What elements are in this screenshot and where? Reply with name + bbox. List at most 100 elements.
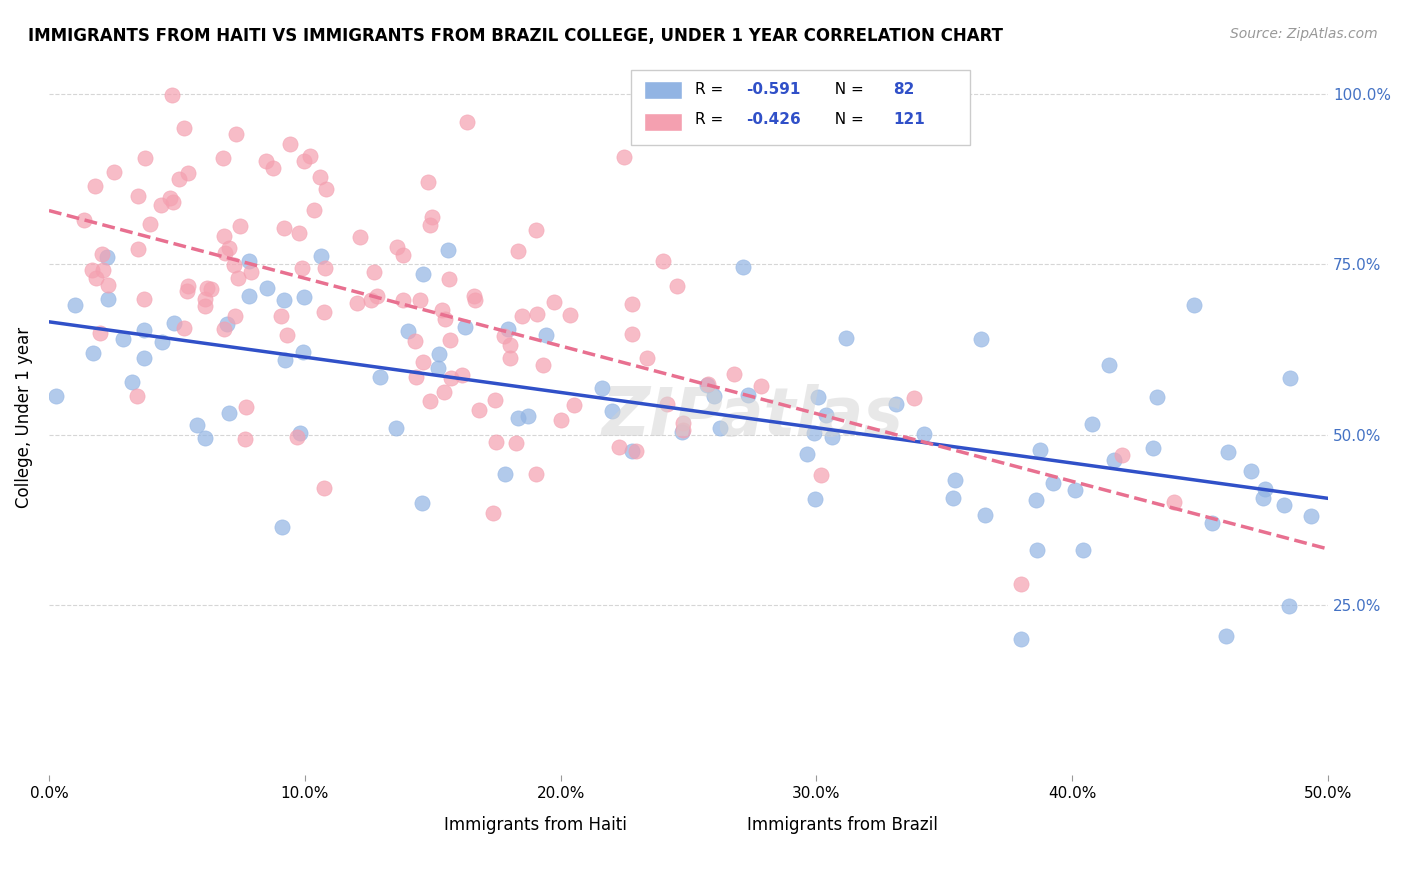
Point — [270, 310, 292, 324]
Text: IMMIGRANTS FROM HAITI VS IMMIGRANTS FROM BRAZIL COLLEGE, UNDER 1 YEAR CORRELATIO: IMMIGRANTS FROM HAITI VS IMMIGRANTS FROM… — [28, 27, 1002, 45]
Point — [607, 440, 630, 454]
Point — [194, 431, 217, 445]
Point — [274, 352, 297, 367]
Point — [83, 178, 105, 193]
Point — [1098, 358, 1121, 372]
Point — [238, 289, 260, 303]
Point — [1182, 298, 1205, 312]
Point — [262, 161, 284, 176]
Point — [751, 379, 773, 393]
Point — [134, 323, 156, 337]
Point — [368, 370, 391, 384]
Point — [385, 240, 408, 254]
Point — [224, 259, 246, 273]
Point — [430, 302, 453, 317]
Point — [212, 322, 235, 336]
Point — [298, 149, 321, 163]
Point — [134, 151, 156, 165]
Point — [224, 309, 246, 323]
Point — [621, 297, 644, 311]
Point — [550, 413, 572, 427]
Point — [163, 317, 186, 331]
Point — [672, 423, 695, 437]
Point — [427, 360, 450, 375]
Point — [499, 351, 522, 366]
Point — [499, 338, 522, 352]
Point — [309, 169, 332, 184]
Point — [440, 370, 463, 384]
Point — [419, 394, 441, 409]
Point — [886, 397, 908, 411]
Point — [315, 182, 337, 196]
Point — [214, 246, 236, 260]
Point — [160, 87, 183, 102]
Point — [484, 393, 506, 408]
Point — [1102, 453, 1125, 467]
Point — [235, 400, 257, 414]
Point — [835, 331, 858, 345]
Point — [254, 153, 277, 168]
Point — [512, 309, 534, 323]
Point — [665, 279, 688, 293]
Text: Immigrants from Haiti: Immigrants from Haiti — [444, 816, 627, 834]
Point — [524, 467, 547, 482]
FancyBboxPatch shape — [644, 81, 682, 99]
Point — [304, 202, 326, 217]
Point — [217, 317, 239, 331]
Text: 82: 82 — [893, 82, 914, 97]
Point — [508, 244, 530, 259]
Point — [558, 308, 581, 322]
Point — [433, 312, 456, 326]
Point — [97, 278, 120, 293]
Point — [392, 293, 415, 307]
Point — [463, 289, 485, 303]
Point — [531, 358, 554, 372]
Point — [127, 189, 149, 203]
Point — [454, 320, 477, 334]
Point — [194, 292, 217, 306]
Point — [186, 417, 208, 432]
Point — [723, 367, 745, 381]
Point — [132, 351, 155, 366]
Point — [1146, 390, 1168, 404]
Point — [1215, 629, 1237, 643]
Point — [91, 263, 114, 277]
Point — [127, 388, 149, 402]
Point — [492, 329, 515, 343]
Point — [288, 426, 311, 441]
Point — [91, 246, 114, 260]
Point — [450, 368, 472, 382]
Point — [1254, 482, 1277, 496]
Point — [65, 297, 87, 311]
Point — [505, 435, 527, 450]
Point — [697, 376, 720, 391]
Point — [112, 332, 135, 346]
Point — [562, 398, 585, 412]
Text: -0.591: -0.591 — [747, 82, 800, 97]
Point — [1278, 371, 1301, 385]
Point — [218, 241, 240, 255]
Point — [1111, 449, 1133, 463]
Point — [912, 426, 935, 441]
Point — [211, 151, 233, 165]
Text: N =: N = — [825, 112, 869, 127]
Point — [256, 281, 278, 295]
Point — [621, 327, 644, 342]
Point — [1240, 464, 1263, 478]
Text: 121: 121 — [893, 112, 925, 127]
Text: -0.426: -0.426 — [747, 112, 801, 127]
Point — [703, 389, 725, 403]
Point — [1163, 495, 1185, 509]
Point — [349, 230, 371, 244]
Point — [97, 292, 120, 306]
Point — [427, 347, 450, 361]
Point — [636, 351, 658, 366]
Point — [270, 520, 292, 534]
Point — [803, 492, 825, 507]
FancyBboxPatch shape — [631, 70, 970, 145]
Point — [803, 425, 825, 440]
Point — [1029, 443, 1052, 458]
Point — [396, 324, 419, 338]
Point — [624, 444, 647, 458]
Point — [195, 281, 218, 295]
